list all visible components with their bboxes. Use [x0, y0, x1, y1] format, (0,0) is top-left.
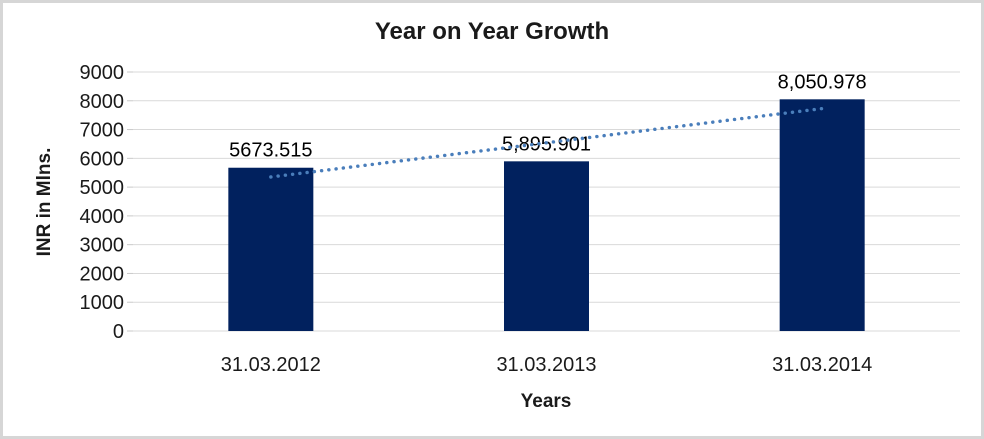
x-axis-title: Years	[520, 391, 572, 412]
x-tick-label: 31.03.2012	[221, 354, 321, 376]
y-tick-label: 7000	[80, 120, 125, 142]
y-tick-label: 2000	[80, 263, 125, 285]
y-tick-label: 3000	[80, 235, 125, 257]
y-tick-label: 4000	[80, 206, 125, 228]
y-tick-label: 8000	[80, 91, 125, 113]
chart-title: Year on Year Growth	[374, 18, 610, 45]
x-tick-label: 31.03.2014	[772, 354, 872, 376]
bar	[779, 99, 865, 331]
trendline	[269, 106, 824, 179]
data-label: 5673.515	[229, 140, 312, 162]
bar	[504, 161, 589, 331]
y-tick-label: 6000	[80, 148, 125, 170]
y-tick-label: 5000	[80, 177, 125, 199]
x-tick-label: 31.03.2013	[496, 354, 596, 376]
y-tick-label: 9000	[80, 62, 125, 84]
bar	[228, 167, 314, 331]
y-tick-label: 0	[113, 321, 124, 343]
data-label: 8,050.978	[778, 71, 867, 93]
y-tick-label: 1000	[80, 292, 125, 314]
